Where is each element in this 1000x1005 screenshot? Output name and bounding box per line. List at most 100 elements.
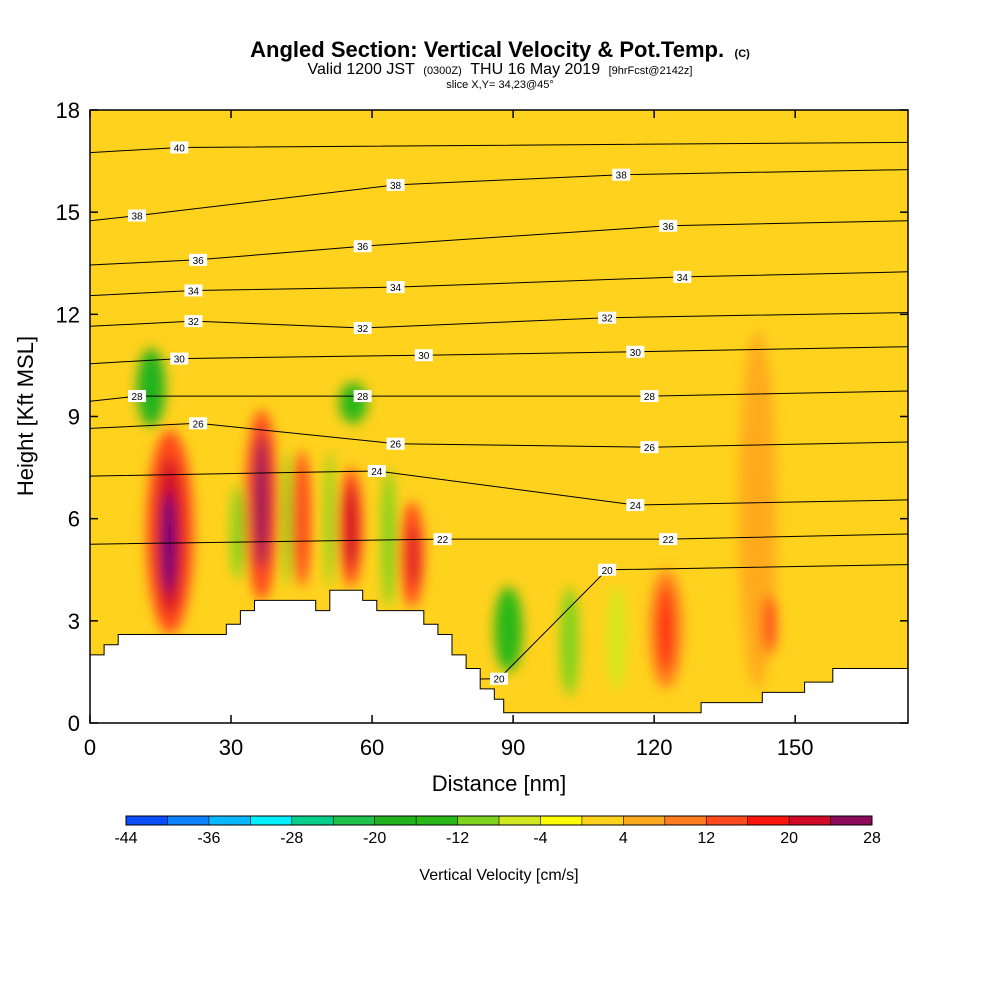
valid-utc: (0300Z) <box>423 65 462 77</box>
contour-label-20: 26 <box>386 437 405 451</box>
colorbar-tick-2: -28 <box>280 830 303 847</box>
terrain-mask <box>90 589 908 723</box>
svg-text:28: 28 <box>131 392 143 403</box>
colorbar-tick-8: 20 <box>780 830 798 847</box>
contour-label-2: 38 <box>386 178 405 192</box>
svg-text:32: 32 <box>357 324 369 335</box>
svg-text:30: 30 <box>630 348 642 359</box>
svg-text:36: 36 <box>193 256 205 267</box>
colorbar-segment-13 <box>664 816 707 825</box>
colorbar-tick-1: -36 <box>197 830 220 847</box>
y-tick-label-0: 0 <box>68 711 80 736</box>
contour-label-25: 22 <box>659 533 678 546</box>
chart-title-unit: (C) <box>735 48 751 60</box>
velocity-cell-9 <box>325 450 335 587</box>
svg-text:38: 38 <box>390 181 402 192</box>
colorbar-segment-17 <box>830 816 873 825</box>
contour-label-15: 30 <box>626 345 645 359</box>
contour-label-16: 28 <box>128 390 147 403</box>
colorbar-tick-7: 12 <box>697 830 715 847</box>
contour-label-6: 36 <box>659 219 678 233</box>
velocity-cell-16 <box>494 586 523 672</box>
svg-text:24: 24 <box>630 501 642 512</box>
velocity-cell-7 <box>282 450 293 587</box>
contour-label-23: 24 <box>626 499 645 512</box>
svg-text:26: 26 <box>644 443 656 454</box>
forecast-tag: [9hrFcst@2142z] <box>609 65 693 77</box>
svg-text:28: 28 <box>644 392 656 403</box>
x-tick-label-3: 90 <box>501 735 525 760</box>
svg-text:32: 32 <box>188 317 200 328</box>
contour-label-12: 32 <box>598 311 617 325</box>
colorbar <box>125 815 873 826</box>
colorbar-segment-7 <box>416 816 459 825</box>
slice-info: slice X,Y= 34,23@45° <box>446 79 554 91</box>
colorbar-segment-0 <box>126 816 168 825</box>
svg-text:26: 26 <box>193 419 205 430</box>
svg-text:Valid 1200 JST (0300Z): Valid 1200 JST (0300Z) THU 16 May 2019 [… <box>308 61 693 78</box>
x-tick-label-0: 0 <box>84 735 96 760</box>
contour-label-22: 24 <box>367 464 386 478</box>
contour-label-0: 40 <box>170 141 189 154</box>
contour-label-8: 34 <box>386 281 405 294</box>
velocity-cell-3 <box>162 491 175 594</box>
contour-label-3: 38 <box>612 168 631 182</box>
colorbar-segment-4 <box>291 816 334 825</box>
contour-label-5: 36 <box>353 240 372 253</box>
contour-label-9: 34 <box>673 270 692 284</box>
contour-label-1: 38 <box>128 209 147 223</box>
contour-label-13: 30 <box>170 352 189 366</box>
svg-text:20: 20 <box>493 675 505 686</box>
y-axis-label: Height [Kft MSL] <box>13 336 38 496</box>
colorbar-segment-6 <box>374 816 417 825</box>
colorbar-tick-5: -4 <box>533 830 547 847</box>
contour-label-19: 26 <box>189 417 208 430</box>
colorbar-segment-2 <box>208 816 251 825</box>
contour-label-14: 30 <box>414 349 433 362</box>
velocity-cell-22 <box>762 593 777 655</box>
x-tick-label-1: 30 <box>219 735 243 760</box>
svg-text:22: 22 <box>437 535 449 546</box>
velocity-cell-15 <box>409 525 420 587</box>
svg-text:34: 34 <box>390 283 402 294</box>
colorbar-tick-0: -44 <box>114 830 137 847</box>
colorbar-segment-10 <box>540 816 583 825</box>
contour-label-11: 32 <box>353 321 372 335</box>
svg-text:30: 30 <box>174 355 186 366</box>
y-tick-label-3: 9 <box>68 405 80 430</box>
y-tick-label-2: 6 <box>68 507 80 532</box>
velocity-cell-20 <box>658 586 673 672</box>
plot-field: 40 38 38 38 36 36 36 34 34 34 32 32 32 30 30 30 28 28 28 26… <box>90 110 908 723</box>
svg-text:38: 38 <box>131 212 143 223</box>
isentrope-22 <box>90 533 908 545</box>
velocity-cell-18 <box>607 586 626 689</box>
svg-text:28: 28 <box>357 392 369 403</box>
svg-text:38: 38 <box>616 171 628 182</box>
x-axis-label: Distance [nm] <box>432 771 567 796</box>
contour-label-4: 36 <box>189 253 208 267</box>
y-tick-label-5: 15 <box>56 200 80 225</box>
colorbar-tick-6: 4 <box>619 830 628 847</box>
contour-label-26: 20 <box>598 563 617 577</box>
colorbar-segment-16 <box>789 816 832 825</box>
y-tick-label-1: 3 <box>68 609 80 634</box>
svg-text:34: 34 <box>188 286 200 297</box>
svg-text:Angled Section: Vertical Veloc: Angled Section: Vertical Velocity & Pot.… <box>250 37 750 62</box>
x-tick-label-4: 120 <box>636 735 673 760</box>
colorbar-segment-1 <box>167 816 210 825</box>
velocity-cell-11 <box>343 484 358 570</box>
colorbar-tick-3: -20 <box>363 830 386 847</box>
contour-label-17: 28 <box>353 390 372 403</box>
colorbar-segment-15 <box>747 816 790 825</box>
valid-time: Valid 1200 JST <box>308 61 416 78</box>
colorbar-segment-14 <box>706 816 749 825</box>
colorbar-segment-11 <box>581 816 624 825</box>
velocity-cell-4 <box>231 484 246 580</box>
svg-text:24: 24 <box>371 467 383 478</box>
contour-label-21: 26 <box>640 441 659 454</box>
velocity-cell-0 <box>137 348 166 427</box>
colorbar-segment-3 <box>250 816 293 825</box>
svg-text:34: 34 <box>677 273 689 284</box>
velocity-cell-17 <box>560 586 579 696</box>
colorbar-segment-5 <box>333 816 376 825</box>
